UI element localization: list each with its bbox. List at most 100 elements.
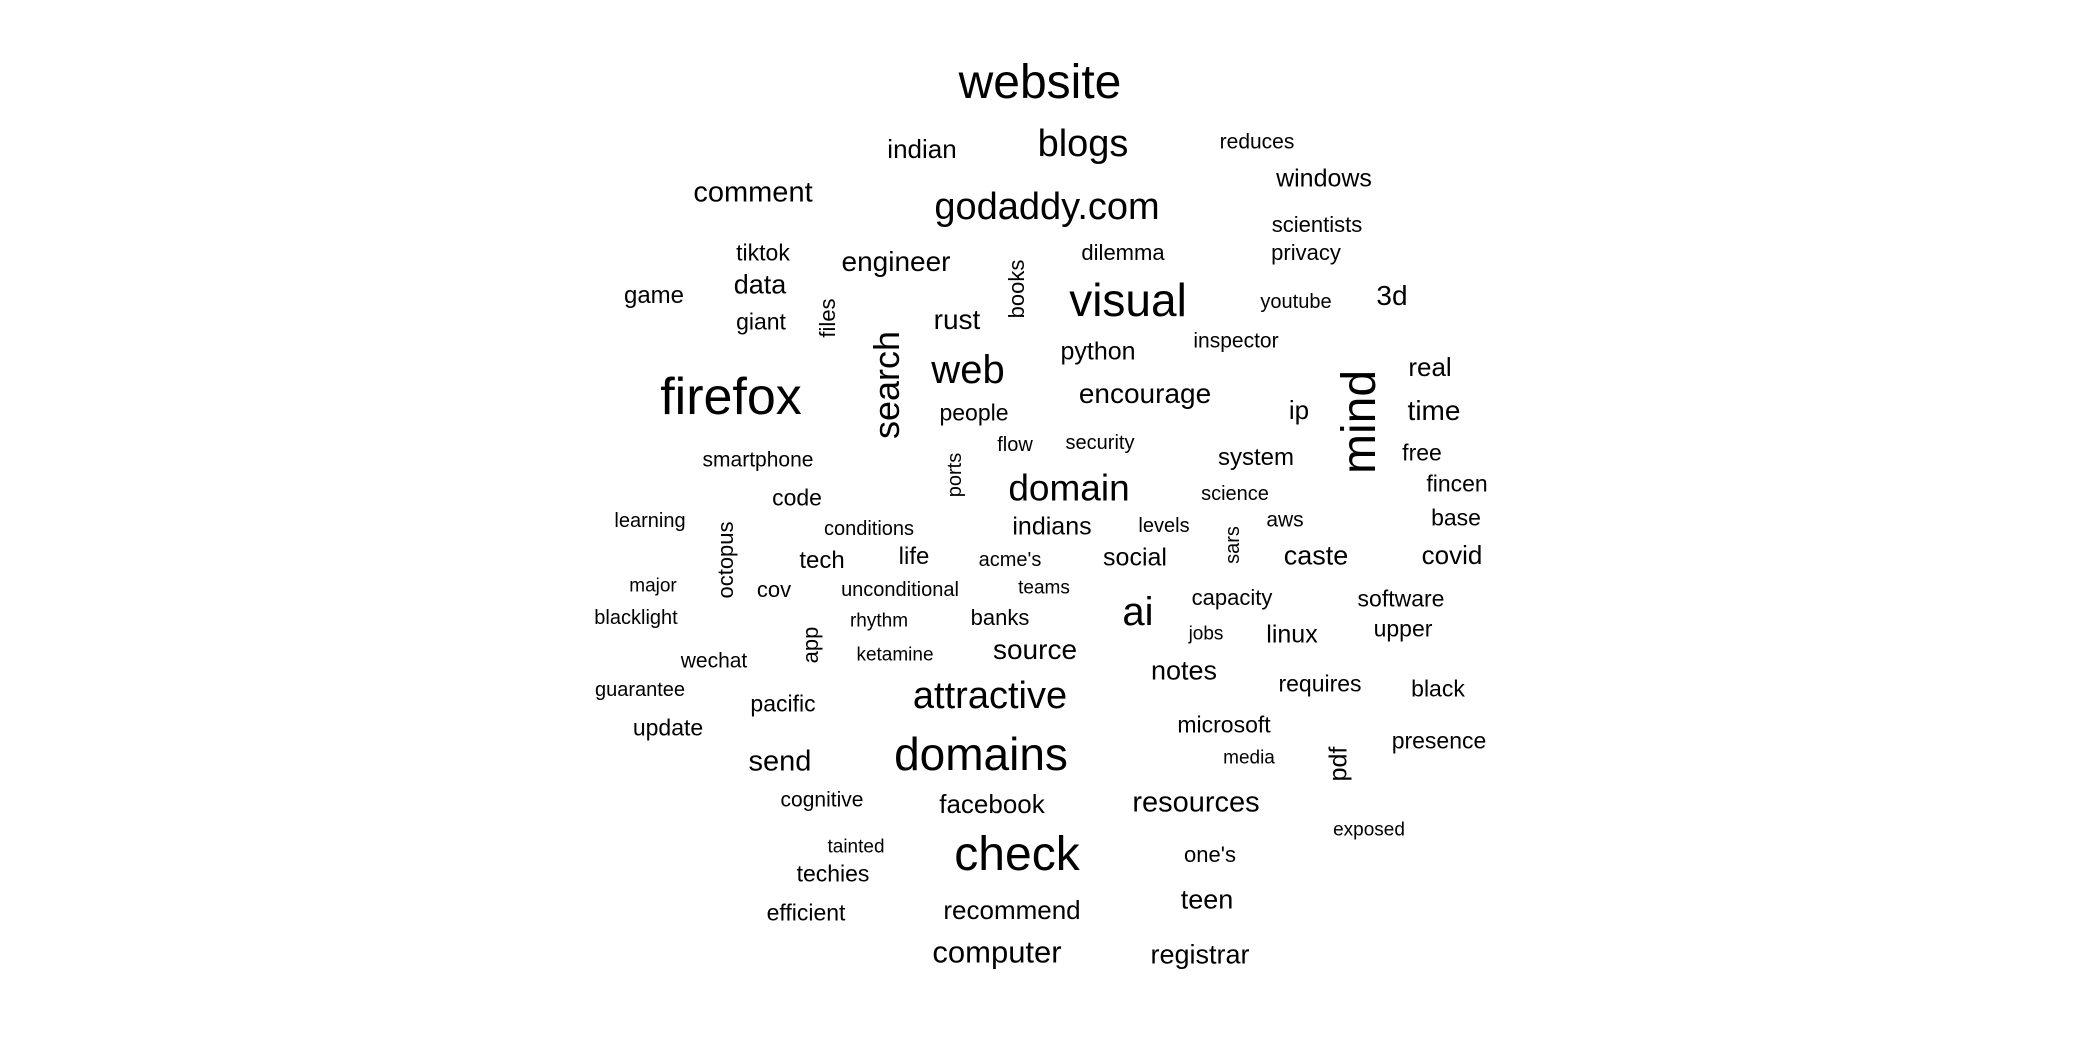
word-indian: indian	[887, 134, 957, 164]
word-tainted: tainted	[827, 836, 885, 858]
word-blacklight: blacklight	[594, 607, 678, 629]
word-windows: windows	[1276, 164, 1372, 193]
word-fincen: fincen	[1426, 470, 1488, 497]
word-exposed: exposed	[1333, 819, 1405, 841]
word-wechat: wechat	[680, 649, 748, 673]
word-game: game	[623, 282, 685, 309]
word-encourage: encourage	[1078, 378, 1212, 409]
word-cov: cov	[756, 577, 792, 602]
word-techies: techies	[796, 860, 870, 887]
word-pdf: pdf	[1324, 746, 1353, 782]
word-books: books	[1004, 259, 1029, 319]
word-learning: learning	[614, 510, 686, 532]
word-facebook: facebook	[939, 789, 1045, 819]
word-covid: covid	[1421, 540, 1483, 570]
word-web: web	[931, 348, 1005, 392]
word-ketamine: ketamine	[856, 644, 934, 666]
word-visual: visual	[1069, 274, 1187, 326]
word-one-s: one's	[1184, 842, 1236, 867]
word-engineer: engineer	[841, 246, 951, 277]
word-dilemma: dilemma	[1081, 240, 1165, 265]
word-unconditional: unconditional	[841, 579, 959, 601]
word-smartphone: smartphone	[702, 448, 814, 472]
word-firefox: firefox	[660, 368, 802, 426]
word-inspector: inspector	[1193, 329, 1279, 353]
word-giant: giant	[736, 308, 786, 335]
word-godaddy-com: godaddy.com	[934, 186, 1160, 228]
word-time: time	[1407, 395, 1461, 426]
word-rhythm: rhythm	[849, 610, 909, 632]
word-code: code	[772, 484, 822, 511]
word-teen: teen	[1180, 884, 1234, 915]
word-requires: requires	[1278, 670, 1362, 697]
word-mind: mind	[1333, 369, 1386, 475]
word-ip: ip	[1288, 395, 1310, 425]
word-rust: rust	[933, 304, 981, 335]
word-science: science	[1201, 483, 1269, 505]
word-youtube: youtube	[1260, 291, 1332, 313]
word-check: check	[954, 828, 1080, 881]
word-registrar: registrar	[1150, 939, 1250, 970]
word-source: source	[992, 634, 1078, 665]
word-update: update	[632, 714, 704, 741]
word-acme-s: acme's	[978, 549, 1042, 571]
word-files: files	[815, 298, 840, 338]
word-attractive: attractive	[912, 675, 1068, 717]
word-search: search	[866, 330, 907, 440]
word-teams: teams	[1018, 577, 1070, 599]
word-flow: flow	[997, 434, 1033, 456]
word-data: data	[733, 269, 787, 300]
word-domains: domains	[894, 728, 1068, 780]
word-free: free	[1402, 439, 1442, 466]
word-aws: aws	[1266, 508, 1304, 532]
word-notes: notes	[1150, 655, 1218, 686]
word-efficient: efficient	[766, 899, 846, 926]
word-software: software	[1357, 585, 1445, 612]
word-reduces: reduces	[1219, 130, 1295, 154]
word-system: system	[1217, 444, 1295, 471]
word-capacity: capacity	[1191, 585, 1273, 610]
word-banks: banks	[970, 605, 1030, 630]
word-base: base	[1431, 504, 1481, 531]
word-website: website	[958, 56, 1122, 109]
word-linux: linux	[1266, 620, 1318, 649]
word-cognitive: cognitive	[780, 788, 864, 812]
word-app: app	[798, 626, 823, 664]
word-security: security	[1065, 432, 1135, 454]
word-tech: tech	[799, 547, 845, 574]
word-blogs: blogs	[1037, 123, 1129, 165]
word-comment: comment	[693, 176, 813, 209]
word-conditions: conditions	[823, 518, 915, 540]
word-real: real	[1408, 352, 1452, 382]
word-3d: 3d	[1376, 280, 1408, 311]
word-resources: resources	[1132, 786, 1260, 819]
word-ai: ai	[1122, 590, 1154, 634]
word-guarantee: guarantee	[594, 679, 686, 701]
word-presence: presence	[1391, 727, 1487, 754]
word-people: people	[939, 399, 1009, 426]
word-levels: levels	[1138, 515, 1190, 537]
word-python: python	[1060, 337, 1136, 366]
word-major: major	[629, 575, 677, 597]
word-jobs: jobs	[1188, 623, 1224, 645]
word-ports: ports	[944, 452, 966, 498]
word-tiktok: tiktok	[736, 239, 790, 266]
word-media: media	[1223, 747, 1275, 769]
word-caste: caste	[1283, 540, 1349, 571]
word-scientists: scientists	[1271, 212, 1363, 237]
word-domain: domain	[1008, 467, 1130, 509]
word-indians: indians	[1012, 512, 1092, 541]
word-life: life	[898, 543, 930, 570]
word-upper: upper	[1373, 615, 1433, 642]
word-recommend: recommend	[943, 895, 1081, 925]
word-computer: computer	[932, 934, 1062, 970]
word-social: social	[1103, 543, 1167, 572]
word-send: send	[748, 745, 812, 778]
word-octopus: octopus	[713, 521, 738, 599]
word-pacific: pacific	[750, 690, 816, 717]
word-privacy: privacy	[1271, 240, 1341, 265]
word-black: black	[1411, 675, 1465, 702]
word-sars: sars	[1222, 526, 1244, 564]
word-microsoft: microsoft	[1177, 711, 1271, 738]
